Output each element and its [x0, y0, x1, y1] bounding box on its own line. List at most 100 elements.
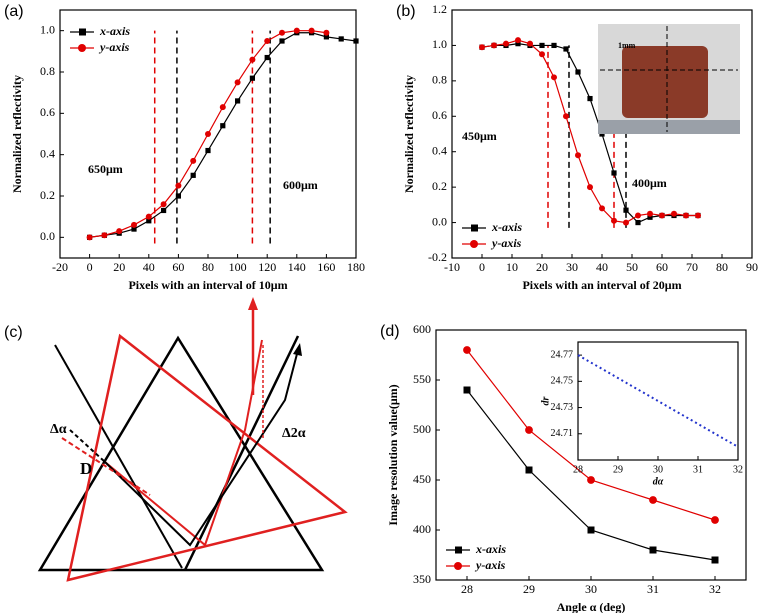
marker	[353, 38, 359, 44]
x-tick-label: 0	[479, 260, 485, 274]
point-label: D	[80, 459, 92, 478]
angle-label: Δ2α	[282, 426, 306, 441]
annotation: 450μm	[462, 129, 497, 143]
marker	[695, 212, 701, 219]
x-tick-label: 32	[709, 582, 721, 596]
y-tick-label: 500	[413, 422, 431, 436]
marker	[264, 54, 270, 61]
marker	[563, 46, 569, 52]
marker	[587, 476, 595, 484]
panel-label: (c)	[4, 324, 23, 341]
y-tick-label: 0.0	[40, 229, 55, 243]
marker	[293, 27, 300, 34]
marker	[551, 42, 557, 49]
marker	[515, 37, 521, 44]
series-line	[577, 354, 739, 448]
legend-label: x-axis	[491, 220, 522, 234]
normal	[61, 437, 151, 496]
marker	[539, 42, 545, 49]
x-tick-label: 31	[647, 582, 659, 596]
marker	[575, 152, 581, 159]
marker	[587, 526, 595, 534]
x-tick-label: 60	[656, 260, 668, 274]
annotation: 650μm	[88, 162, 123, 176]
marker	[175, 193, 181, 199]
x-tick-label: 140	[288, 260, 306, 274]
marker	[323, 29, 330, 36]
marker	[101, 232, 108, 239]
y-tick-label: 450	[413, 472, 431, 486]
x-tick-label: 160	[317, 260, 335, 274]
marker	[249, 56, 256, 63]
marker	[635, 219, 641, 226]
y-axis-label: Image resolution value(μm)	[386, 384, 400, 525]
legend-label: x-axis	[99, 24, 130, 38]
x-tick-label: 10	[506, 260, 518, 274]
panel-label: (d)	[380, 323, 400, 340]
marker	[525, 466, 533, 474]
legend-marker	[455, 546, 462, 554]
y-tick-label: 0.8	[40, 64, 55, 78]
marker	[551, 74, 557, 81]
ruler	[598, 120, 740, 134]
y-tick-label: 350	[413, 572, 431, 586]
marker	[649, 546, 657, 554]
marker	[683, 212, 689, 219]
normal	[69, 429, 106, 463]
marker	[525, 426, 533, 434]
y-tick-label: 1.0	[40, 22, 55, 36]
y-axis-label: Normalized reflectivity	[10, 75, 24, 193]
legend-label: x-axis	[475, 542, 506, 556]
marker	[145, 213, 152, 220]
x-tick-label: 120	[258, 260, 276, 274]
marker	[575, 69, 581, 75]
y-tick-label: 400	[413, 522, 431, 536]
diagram: (c) Δα D Δ2α	[4, 297, 348, 582]
marker	[86, 234, 93, 241]
x-tick-label: 180	[347, 260, 365, 274]
marker	[635, 212, 641, 219]
arrow	[293, 343, 302, 356]
marker	[279, 29, 285, 36]
marker	[308, 27, 315, 34]
marker	[190, 157, 197, 164]
x-tick-label: 80	[716, 260, 728, 274]
x-tick-label: 80	[202, 260, 214, 274]
marker	[527, 40, 533, 47]
panel-label: (a)	[4, 3, 24, 20]
x-axis-label: Angle α (deg)	[557, 600, 626, 613]
marker	[479, 44, 485, 51]
legend-label: y-axis	[490, 236, 522, 250]
x-tick-label: 30	[566, 260, 578, 274]
marker	[659, 212, 665, 219]
ray	[54, 344, 183, 569]
y-tick-label: 0.8	[432, 73, 447, 87]
x-axis-label: Pixels with an interval of 20μm	[522, 278, 681, 292]
x-tick-label: 29	[613, 464, 623, 475]
x-tick-label: 28	[461, 582, 473, 596]
marker	[219, 104, 226, 111]
legend-marker	[471, 224, 478, 232]
panel-label: (b)	[396, 3, 416, 20]
marker	[539, 51, 545, 58]
x-tick-label: 20	[113, 260, 125, 274]
y-tick-label: 24.77	[551, 349, 574, 360]
y-tick-label: 0.6	[432, 108, 447, 122]
x-tick-label: 70	[686, 260, 698, 274]
annotation: 400μm	[632, 176, 667, 190]
x-tick-label: 29	[523, 582, 535, 596]
x-axis-label: dα	[653, 476, 664, 487]
marker	[463, 386, 471, 394]
x-tick-label: 60	[172, 260, 184, 274]
marker	[205, 147, 211, 154]
marker	[587, 184, 593, 191]
marker	[649, 496, 657, 504]
marker	[671, 210, 677, 217]
marker	[623, 207, 629, 213]
y-tick-label: 0.4	[432, 143, 447, 157]
marker	[503, 40, 509, 47]
y-tick-label: 0.0	[432, 214, 447, 228]
marker	[338, 36, 344, 42]
x-tick-label: -10	[444, 260, 460, 274]
y-tick-label: 1.0	[432, 37, 447, 51]
